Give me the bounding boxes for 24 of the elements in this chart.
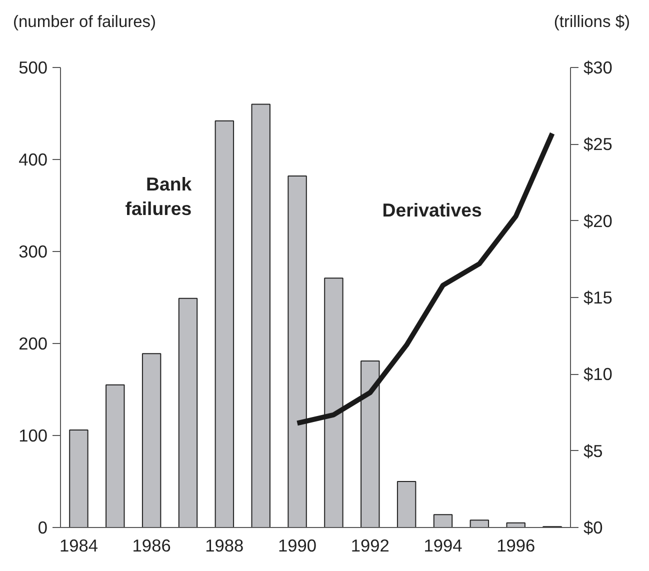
- series-label: Derivatives: [382, 200, 482, 221]
- x-tick-label: 1984: [59, 536, 98, 556]
- y-tick-label: 0: [38, 518, 48, 538]
- series-label: Bank failures: [125, 174, 192, 219]
- y-tick-label: 200: [18, 334, 48, 354]
- y2-tick-label: $30: [584, 58, 612, 78]
- x-tick-label: 1996: [496, 536, 536, 556]
- y2-axis-title: (trillions $): [554, 12, 630, 33]
- x-tick-label: 1990: [278, 536, 317, 556]
- y-tick-label: 400: [18, 150, 48, 170]
- y2-tick-label: $20: [584, 210, 612, 231]
- y2-tick-label: $10: [584, 364, 612, 384]
- x-tick-label: 1986: [132, 536, 171, 556]
- y-axis-title: (number of failures): [13, 12, 156, 33]
- y-tick-label: 100: [18, 426, 48, 446]
- x-tick-label: 1988: [205, 536, 244, 556]
- y2-tick-label: $25: [584, 134, 612, 154]
- y2-tick-label: $5: [584, 440, 603, 461]
- y2-tick-label: $15: [584, 288, 612, 308]
- x-tick-label: 1992: [350, 536, 390, 556]
- y-tick-label: 500: [18, 58, 48, 78]
- y-tick-label: 300: [18, 242, 48, 262]
- y2-tick-label: $0: [584, 518, 603, 538]
- x-tick-label: 1994: [424, 536, 463, 556]
